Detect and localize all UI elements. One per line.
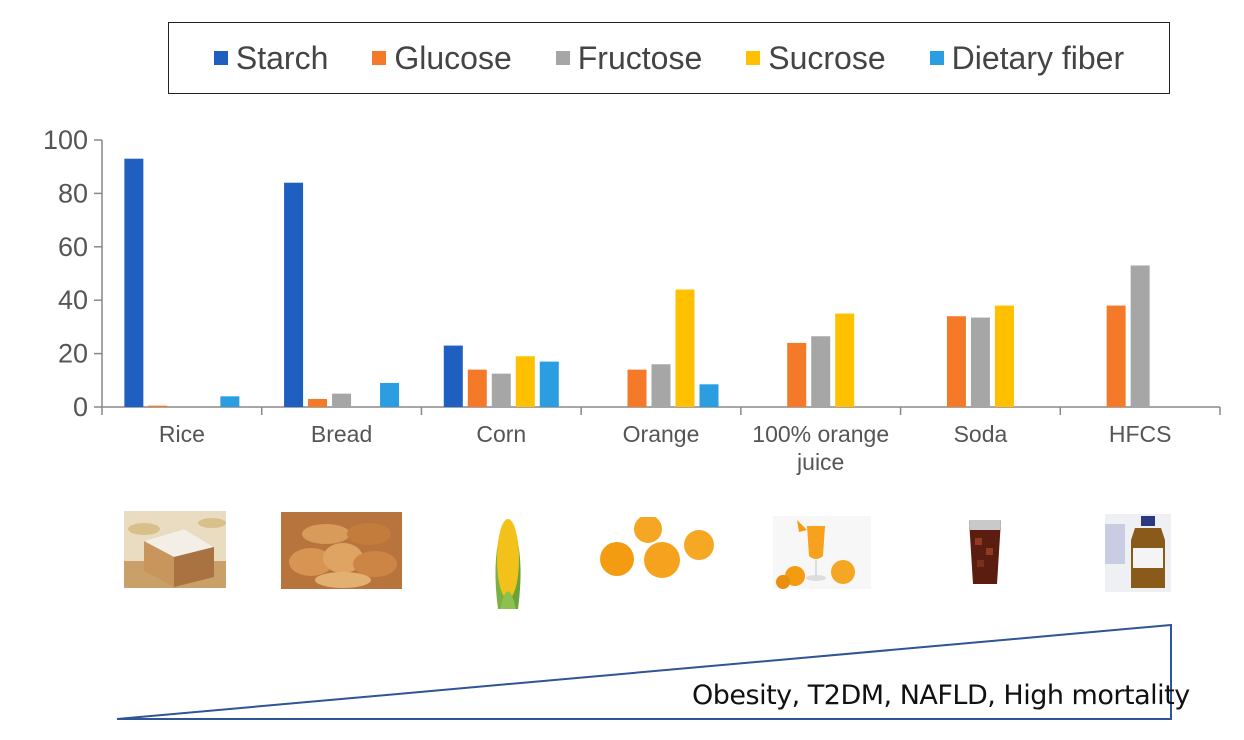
rice-image — [124, 511, 226, 588]
x-category-label: Soda — [954, 421, 1008, 447]
bar-glucose-100-orange-juice — [787, 342, 807, 407]
y-tick-label: 100 — [43, 125, 88, 155]
bar-starch-bread — [284, 182, 304, 407]
legend-swatch — [372, 51, 387, 65]
legend-item-starch: Starch — [213, 39, 329, 77]
bar-glucose-rice — [148, 405, 168, 407]
x-category-label: HFCS — [1109, 421, 1172, 447]
soda-image — [969, 520, 1001, 584]
bar-dietary-fiber-bread — [380, 382, 400, 407]
chart-bars — [124, 158, 1150, 407]
legend-label: Dietary fiber — [951, 39, 1125, 76]
bar-fructose-soda — [970, 317, 990, 407]
legend-swatch — [213, 51, 228, 65]
bar-sucrose-orange — [675, 289, 695, 407]
bar-starch-rice — [124, 158, 144, 407]
legend-item-glucose: Glucose — [372, 39, 512, 77]
orange-image — [600, 517, 714, 578]
y-tick-label: 80 — [58, 178, 88, 208]
legend-label: Glucose — [394, 39, 512, 76]
legend-label: Sucrose — [768, 39, 886, 76]
x-category-label: Orange — [623, 421, 700, 447]
bar-fructose-bread — [332, 393, 352, 407]
bar-fructose-orange — [651, 364, 671, 407]
orange-juice-image — [773, 516, 871, 589]
bar-fructose-hfcs — [1130, 265, 1150, 407]
bar-glucose-soda — [946, 316, 966, 407]
bar-starch-corn — [443, 345, 463, 407]
x-category-label: Rice — [159, 421, 205, 447]
bar-glucose-bread — [308, 398, 328, 407]
legend-swatch — [746, 51, 761, 65]
risk-caption: Obesity, T2DM, NAFLD, High mortality — [692, 680, 1190, 711]
y-tick-label: 0 — [73, 392, 88, 422]
bar-glucose-orange — [627, 369, 647, 407]
corn-image — [495, 519, 521, 609]
hfcs-image — [1105, 514, 1171, 592]
legend-item-sucrose: Sucrose — [746, 39, 886, 77]
bar-sucrose-soda — [994, 305, 1014, 407]
chart-labels: 0 20 40 60 80 100 Rice Bread Corn Orange 100% oran… — [43, 125, 1172, 475]
bar-sucrose-corn — [515, 356, 535, 407]
legend-item-fructose: Fructose — [555, 39, 703, 77]
x-category-label: Corn — [476, 421, 526, 447]
y-tick-label: 60 — [58, 232, 88, 262]
bar-fructose-corn — [491, 373, 511, 407]
bar-glucose-corn — [467, 369, 487, 407]
bar-dietary-fiber-corn — [539, 361, 559, 407]
x-category-label: 100% orange — [752, 421, 889, 447]
y-tick-label: 40 — [58, 285, 88, 315]
bar-dietary-fiber-orange — [699, 384, 719, 407]
x-category-label: Bread — [311, 421, 372, 447]
bar-dietary-fiber-rice — [220, 396, 240, 407]
bread-image — [281, 512, 402, 589]
chart-legend: Starch Glucose Fructose Sucrose Dietary fibe… — [168, 22, 1170, 94]
x-category-label: juice — [796, 449, 844, 475]
bar-glucose-hfcs — [1106, 305, 1126, 407]
y-tick-label: 20 — [58, 339, 88, 369]
risk-triangle-shape — [116, 623, 1172, 720]
legend-label: Starch — [235, 39, 329, 76]
legend-swatch — [555, 51, 570, 65]
legend-item-dietary-fiber: Dietary fiber — [929, 39, 1125, 77]
bar-fructose-100-orange-juice — [811, 336, 831, 407]
bar-sucrose-100-orange-juice — [835, 313, 855, 407]
legend-label: Fructose — [577, 39, 703, 76]
legend-swatch — [929, 51, 944, 65]
